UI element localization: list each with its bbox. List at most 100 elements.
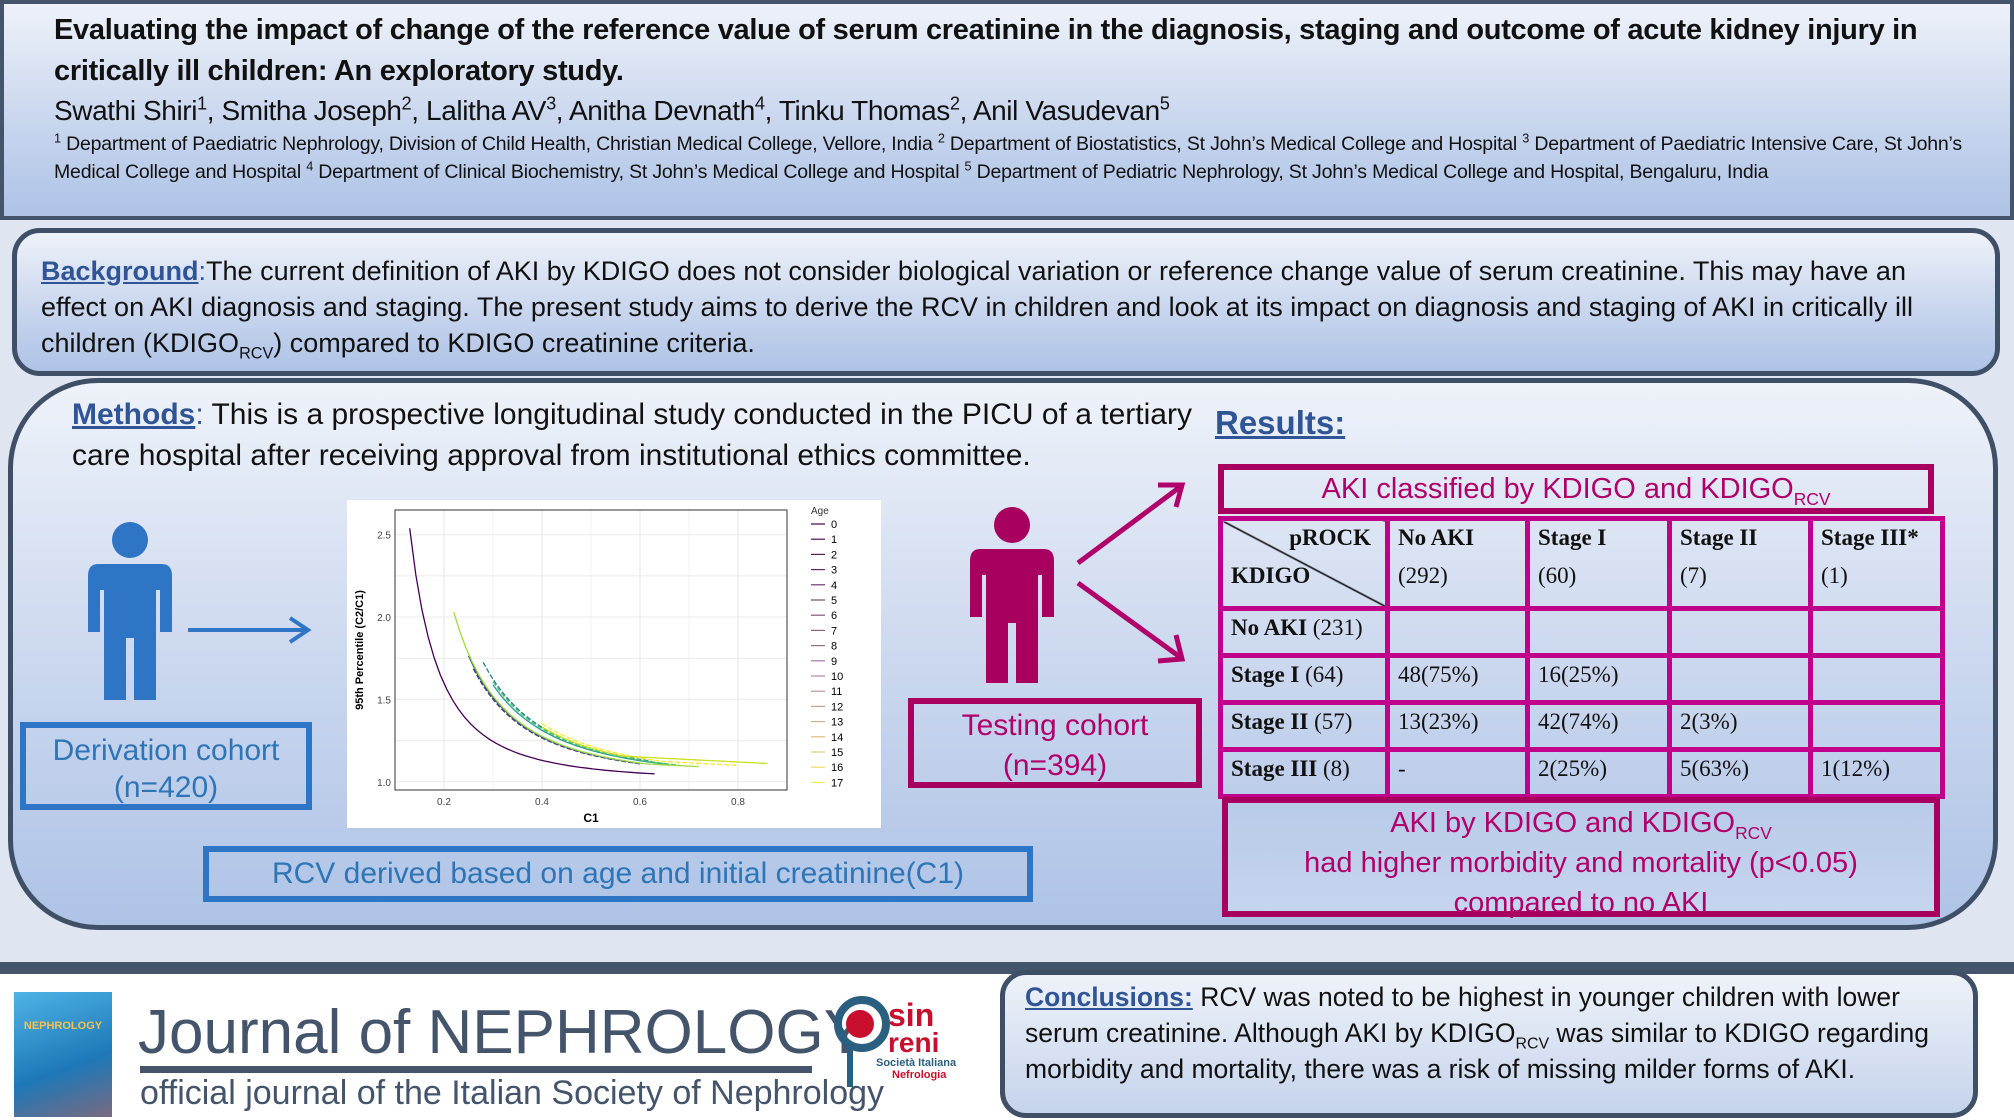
col-header: Stage III* (1) [1808, 516, 1945, 611]
background-section: Background:The current definition of AKI… [12, 228, 2000, 376]
legend-label: 8 [831, 641, 837, 653]
person-icon-magenta [970, 507, 1054, 683]
legend-label: 10 [831, 671, 843, 683]
x-tick-label: 0.6 [633, 797, 647, 808]
results-table: pROCK KDIGO No AKI (292) Stage I (60) Stage… [1218, 516, 1945, 799]
col-label: No AKI [1398, 525, 1475, 550]
curve-age-8 [492, 684, 670, 766]
col-header: No AKI (292) [1385, 516, 1530, 611]
table-cell [1808, 606, 1945, 658]
methods-text: Methods: This is a prospective longitudi… [72, 398, 1192, 472]
row-label: Stage II [1231, 709, 1309, 734]
table-cell: 1(12%) [1808, 747, 1945, 799]
table-row: Stage I (64) 48(75%) 16(25%) [1218, 653, 1945, 705]
table-row: Stage III (8) -2(25%) 5(63%) 1(12%) [1218, 747, 1945, 799]
author-sup: 4 [754, 93, 765, 114]
table-cell: 16(25%) [1525, 653, 1672, 705]
author: Anitha Devnath [569, 95, 755, 126]
affiliation-sup: 4 [306, 159, 314, 174]
legend-label: 3 [831, 565, 837, 577]
y-tick-label: 2.5 [377, 531, 391, 542]
methods-heading: Methods [72, 398, 196, 431]
table-cell [1808, 700, 1945, 752]
derivation-label: Derivation cohort [52, 734, 280, 767]
authors: Swathi Shiri1, Smitha Joseph2, Lalitha A… [54, 93, 1170, 126]
row-label: Stage III [1231, 756, 1318, 781]
author-sup: 3 [546, 93, 556, 114]
table-cell: 13(23%) [1385, 700, 1530, 752]
legend-label: 15 [831, 747, 843, 759]
table-cell [1808, 653, 1945, 705]
divider [140, 1066, 812, 1073]
row-header: Stage II (57) [1218, 700, 1390, 752]
affiliation-sup: 2 [937, 131, 945, 146]
legend-label: 17 [831, 777, 843, 789]
svg-text:sin: sin [888, 997, 934, 1033]
curve-age-0 [409, 528, 655, 775]
table-cell: 48(75%) [1385, 653, 1530, 705]
rcv-derived-box: RCV derived based on age and initial cre… [203, 846, 1033, 902]
legend-label: 13 [831, 717, 843, 729]
table-title-sub: RCV [1793, 488, 1831, 509]
author-sup: 2 [401, 93, 412, 114]
affiliation: Department of Clinical Biochemistry, St … [318, 161, 960, 183]
table-cell: 2(25%) [1525, 747, 1672, 799]
derivation-cohort-box: Derivation cohort (n=420) [20, 722, 312, 810]
finding-box: AKI by KDIGO and KDIGORCV had higher mor… [1222, 797, 1940, 919]
col-label: Stage I [1538, 525, 1607, 550]
affiliation: Department of Paediatric Nephrology, Div… [66, 133, 933, 155]
table-title: AKI classified by KDIGO and KDIGORCV [1218, 464, 1934, 514]
curve-age-12 [453, 612, 699, 768]
methods-body: This is a prospective longitudinal study… [72, 398, 1192, 472]
table-cell [1385, 606, 1530, 658]
poster-title: Evaluating the impact of change of the r… [54, 14, 1918, 87]
legend-label: 6 [831, 610, 837, 622]
col-label: Stage III* [1821, 525, 1919, 550]
finding-l1: AKI by KDIGO and KDIGO [1390, 807, 1736, 839]
col-header: Stage I (60) [1525, 516, 1672, 611]
corner-bottom: KDIGO [1231, 563, 1311, 588]
conclusions-section: Conclusions: RCV was noted to be highest… [1000, 970, 1978, 1118]
table-cell [1667, 653, 1813, 705]
corner-top: pROCK [1289, 525, 1371, 550]
plot-frame [394, 509, 788, 791]
header: Evaluating the impact of change of the r… [0, 0, 2014, 220]
table-cell: 42(74%) [1525, 700, 1672, 752]
legend-label: 7 [831, 625, 837, 637]
curve-age-14 [541, 723, 739, 766]
author-sup: 5 [1159, 93, 1170, 114]
table-cell: - [1385, 747, 1530, 799]
background-text: The current definition of AKI by KDIGO d… [41, 256, 1914, 358]
sin-logo-icon: sin reni Società Italiana Nefrologia [834, 996, 957, 1087]
affiliation: Department of Biostatistics, St John’s M… [949, 133, 1518, 155]
conclusions-text: RCV was noted to be highest in younger c… [1025, 982, 1900, 1048]
journal-subtitle: official journal of the Italian Society … [140, 1074, 885, 1112]
journal-name: Journal of NEPHROLOGY [138, 998, 866, 1067]
curve-age-2 [472, 668, 641, 765]
affiliation-sup: 5 [964, 159, 972, 174]
x-axis-label: C1 [583, 811, 599, 825]
y-tick-label: 2.0 [377, 613, 391, 624]
table-row: Stage II (57) 13(23%) 42(74%) 2(3%) [1218, 700, 1945, 752]
background-heading: Background [41, 256, 199, 286]
testing-label: Testing cohort [961, 709, 1149, 742]
legend-label: 2 [831, 549, 837, 561]
table-cell: 2(3%) [1667, 700, 1813, 752]
col-n: (1) [1821, 563, 1848, 588]
x-tick-label: 0.2 [437, 797, 451, 808]
cover-text: NEPHROLOGY [23, 1020, 103, 1032]
y-tick-label: 1.0 [377, 778, 391, 789]
finding-l2: had higher morbidity and mortality (p<0.… [1304, 847, 1858, 879]
row-n: (64) [1305, 662, 1344, 687]
testing-n: (n=394) [1002, 749, 1108, 782]
table-title-text: AKI classified by KDIGO and KDIGO [1321, 473, 1794, 505]
affiliation: Department of Pediatric Nephrology, St J… [976, 161, 1769, 183]
affiliation-sup: 3 [1522, 131, 1530, 146]
col-n: (7) [1680, 563, 1707, 588]
legend-label: 1 [831, 534, 837, 546]
finding-l3: compared to no AKI [1453, 887, 1709, 919]
row-label: Stage I [1231, 662, 1300, 687]
author: Tinku Thomas [778, 95, 950, 126]
row-header: Stage III (8) [1218, 747, 1390, 799]
author-sup: 1 [197, 93, 207, 114]
